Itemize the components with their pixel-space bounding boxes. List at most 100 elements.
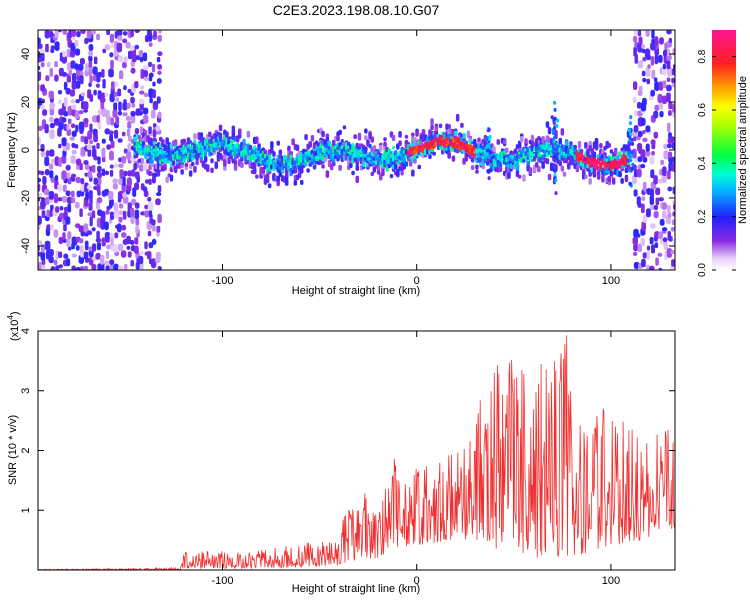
heatmap-cell: [148, 61, 152, 67]
heatmap-cell: [654, 54, 658, 65]
heatmap-cell: [649, 237, 654, 245]
heatmap-cell: [66, 196, 73, 204]
heatmap-cell: [38, 239, 43, 247]
heatmap-cell: [647, 64, 651, 69]
heatmap-cell: [255, 174, 259, 179]
heatmap-cell: [109, 169, 114, 177]
heatmap-cell: [231, 125, 236, 134]
heatmap-cell: [75, 176, 81, 184]
heatmap-cell: [438, 123, 443, 129]
heatmap-cell: [151, 109, 156, 119]
heatmap-cell: [157, 213, 162, 224]
heatmap-cell: [38, 197, 41, 202]
heatmap-cell: [672, 238, 675, 246]
heatmap-cell: [134, 182, 140, 191]
heatmap-cell: [72, 72, 77, 82]
heatmap-cell: [193, 166, 197, 173]
heatmap-cell: [659, 101, 663, 110]
heatmap-cell: [629, 132, 633, 136]
heatmap-cell: [158, 30, 162, 34]
heatmap-cell: [672, 211, 675, 217]
heatmap-cell: [577, 140, 582, 149]
heatmap-cell: [653, 205, 659, 211]
heatmap-cell: [462, 133, 466, 139]
colorbar-tick-label: 0.0: [697, 263, 708, 277]
colorbar-tick-label: 0.4: [697, 156, 708, 170]
heatmap-cell: [67, 203, 72, 213]
heatmap-cell: [153, 30, 157, 37]
heatmap-cell: [108, 68, 114, 78]
heatmap-cell: [646, 251, 651, 260]
heatmap-cell: [157, 64, 162, 70]
heatmap-cell: [117, 138, 123, 143]
heatmap-cell: [248, 158, 253, 163]
heatmap-cell: [642, 156, 648, 163]
heatmap-cell: [42, 109, 48, 116]
heatmap-cell: [92, 115, 98, 123]
heatmap-cell: [58, 30, 62, 33]
heatmap-cell: [59, 206, 64, 211]
heatmap-cell: [148, 42, 153, 47]
heatmap-cell: [515, 165, 520, 171]
heatmap-cell: [131, 169, 136, 177]
heatmap-cell: [653, 110, 659, 119]
heatmap-cell: [654, 231, 660, 240]
heatmap-cell: [71, 197, 76, 204]
heatmap-cell: [199, 156, 203, 160]
heatmap-cell: [663, 49, 668, 57]
heatmap-cell: [49, 68, 53, 77]
heatmap-cell: [68, 118, 72, 124]
heatmap-cell: [84, 63, 90, 72]
heatmap-cell: [80, 135, 85, 143]
heatmap-cell: [83, 251, 89, 260]
heatmap-cell: [104, 92, 109, 97]
colorbar-tick-label: 0.8: [697, 49, 708, 63]
heatmap-cell: [400, 170, 404, 176]
colorbar-ticks: 0.0 0.2 0.4 0.6 0.8: [697, 49, 736, 277]
heatmap-cell: [147, 30, 152, 38]
heatmap-cell: [109, 232, 114, 239]
heatmap-cell: [122, 61, 127, 69]
heatmap-cell: [191, 161, 195, 167]
heatmap-cell: [488, 168, 492, 173]
heatmap-cell: [106, 30, 110, 36]
heatmap-cell: [157, 34, 162, 42]
heatmap-cell: [123, 263, 128, 270]
heatmap-cell: [558, 160, 562, 167]
heatmap-cell: [61, 117, 67, 123]
heatmap-cell: [76, 75, 81, 81]
heatmap-cell: [646, 78, 650, 85]
heatmap-cell: [666, 143, 672, 149]
heatmap-cell: [38, 43, 43, 50]
heatmap-cell: [128, 135, 132, 142]
heatmap-cell: [61, 155, 67, 164]
heatmap-cell: [238, 128, 242, 136]
y-tick-label: 4: [20, 328, 32, 334]
heatmap-cell: [594, 137, 599, 145]
heatmap-cell: [191, 157, 195, 161]
heatmap-cell: [291, 138, 295, 146]
heatmap-cell: [666, 60, 671, 70]
heatmap-cell: [650, 89, 655, 97]
heatmap-cell: [38, 65, 41, 71]
heatmap-cell: [43, 188, 50, 196]
heatmap-cell: [45, 43, 49, 53]
heatmap-cell: [49, 102, 55, 110]
heatmap-cell: [642, 77, 647, 83]
heatmap-cell: [54, 74, 59, 82]
heatmap-cell: [110, 59, 114, 70]
heatmap-cell: [127, 143, 132, 152]
heatmap-cell: [404, 134, 409, 139]
heatmap-cell: [487, 155, 491, 160]
heatmap-cell: [134, 81, 139, 89]
heatmap-cell: [62, 149, 67, 157]
heatmap-cell: [109, 198, 114, 207]
heatmap-cell: [71, 30, 77, 37]
heatmap-cell: [641, 48, 646, 54]
heatmap-cell: [672, 103, 675, 113]
heatmap-cell: [151, 238, 157, 245]
heatmap-cell: [126, 128, 131, 137]
heatmap-cell: [135, 171, 140, 180]
heatmap-cell: [368, 143, 372, 149]
heatmap-cell: [246, 130, 251, 138]
